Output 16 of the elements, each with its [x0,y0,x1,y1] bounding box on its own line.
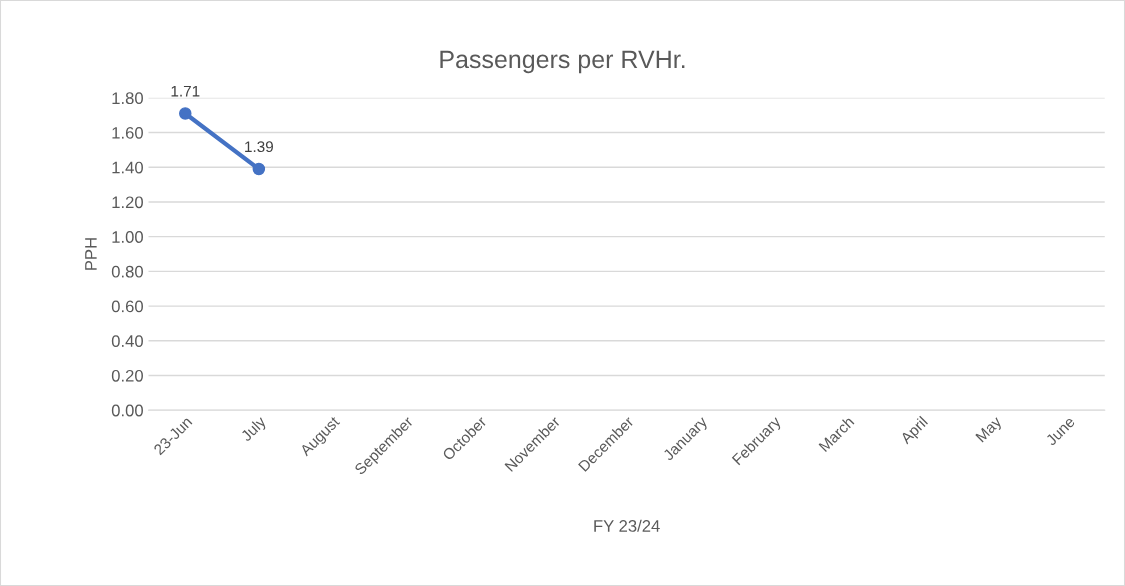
data-label: 1.39 [245,141,273,153]
y-tick-label: 0.40 [111,335,143,347]
x-tick-label: July [239,415,269,445]
y-tick-label: 1.00 [112,231,143,243]
y-tick-label: 1.40 [112,161,143,174]
data-label: 1.71 [171,85,200,97]
y-tick-label: 1.60 [112,126,143,139]
y-tick-label: 1.20 [112,196,143,209]
y-tick-label: 0.80 [111,265,143,278]
x-axis-title: FY 23/24 [594,519,660,532]
y-tick-label: 1.80 [112,92,143,105]
y-tick-label: 0.00 [111,404,143,417]
y-tick-label: 0.20 [111,369,143,382]
chart-title: Passengers per RVHr. [440,50,685,74]
y-axis-title: PPH [85,238,97,270]
y-tick-label: 0.60 [111,300,143,313]
